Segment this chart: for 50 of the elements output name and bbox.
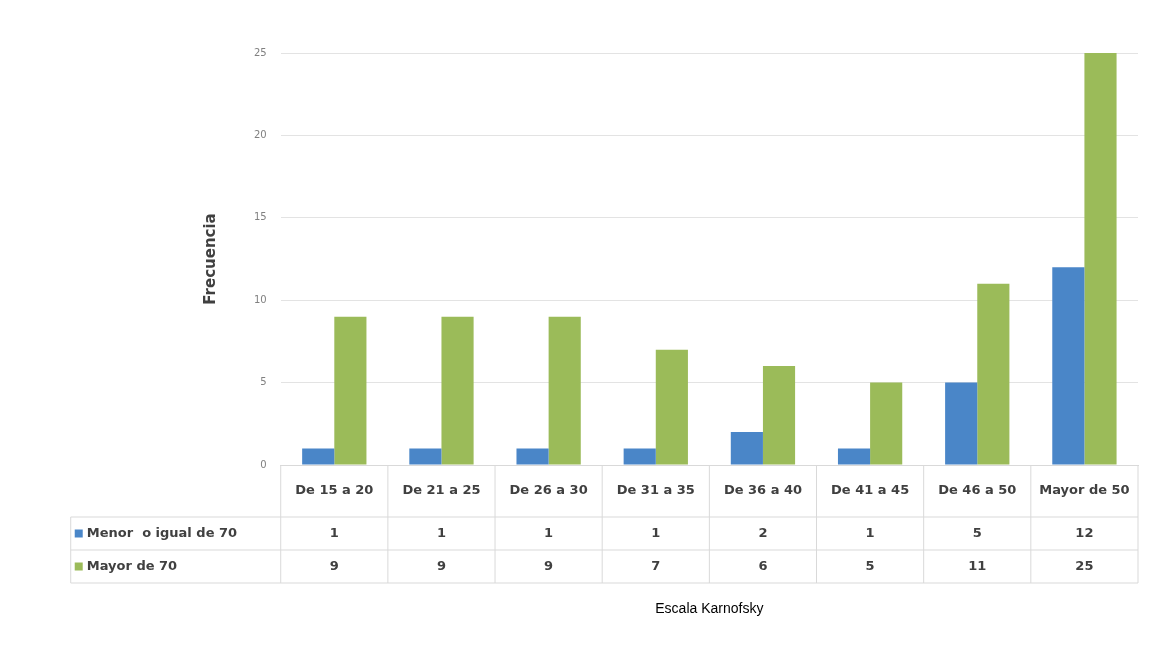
data-label: 5 — [972, 524, 982, 540]
bar — [655, 349, 688, 465]
x-tick-label: De 21 a 25 — [402, 482, 481, 498]
x-tick-label: De 15 a 20 — [295, 482, 374, 498]
y-tick-label: 10 — [253, 293, 267, 305]
data-label: 9 — [544, 557, 554, 573]
x-tick-label: De 26 a 30 — [509, 482, 588, 498]
data-label: 2 — [758, 524, 768, 540]
y-tick-label: 0 — [260, 458, 267, 470]
bar — [409, 448, 442, 465]
data-label: 1 — [544, 524, 554, 540]
x-tick-label: De 41 a 45 — [831, 482, 910, 498]
data-label: 5 — [865, 557, 875, 573]
y-tick-label: 25 — [253, 46, 267, 58]
text: Escala Karnofsky — [655, 599, 764, 616]
y-axis-title: Frecuencia — [200, 213, 219, 305]
bar — [302, 448, 335, 465]
data-label: 9 — [436, 557, 446, 573]
x-tick-label: De 46 a 50 — [938, 482, 1017, 498]
bar — [730, 432, 763, 465]
x-tick-label: Mayor de 50 — [1039, 482, 1130, 498]
data-label: 1 — [651, 524, 661, 540]
bar — [516, 448, 549, 465]
bar — [623, 448, 656, 465]
bar — [334, 316, 367, 465]
y-tick-label: 5 — [260, 376, 267, 388]
bar — [441, 316, 474, 465]
bar — [762, 366, 796, 465]
legend-label: Mayor de 70 — [86, 557, 178, 573]
data-label: 1 — [865, 524, 875, 540]
x-tick-label: De 36 a 40 — [723, 482, 803, 498]
data-label: 6 — [758, 557, 768, 573]
legend-label: Menor o igual de 70 — [86, 524, 238, 540]
data-label: 7 — [651, 557, 661, 573]
data-label: 12 — [1075, 524, 1094, 540]
bar — [870, 382, 903, 465]
bar — [1084, 53, 1117, 465]
bar — [1052, 267, 1085, 465]
data-label: 9 — [329, 557, 339, 573]
bar — [548, 316, 581, 465]
y-tick-label: 15 — [253, 211, 267, 223]
bar — [945, 382, 978, 465]
data-label: 1 — [436, 524, 446, 540]
data-label: 25 — [1075, 557, 1094, 573]
x-tick-label: De 31 a 35 — [616, 482, 695, 498]
data-label: 11 — [968, 557, 987, 573]
y-tick-label: 20 — [253, 128, 267, 140]
bar — [837, 448, 871, 465]
bar — [977, 283, 1010, 465]
data-label: 1 — [329, 524, 339, 540]
